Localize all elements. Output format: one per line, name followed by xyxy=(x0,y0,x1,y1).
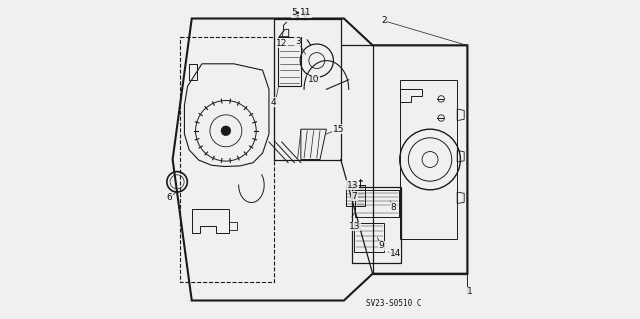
Text: 4: 4 xyxy=(271,98,276,107)
Text: 7: 7 xyxy=(351,192,357,201)
Text: 15: 15 xyxy=(333,125,344,134)
Text: 2: 2 xyxy=(381,16,387,25)
Circle shape xyxy=(221,126,230,136)
Text: SV23-S0510 C: SV23-S0510 C xyxy=(365,299,421,308)
Polygon shape xyxy=(173,19,467,300)
Text: 1: 1 xyxy=(467,287,473,296)
Text: 3: 3 xyxy=(295,37,301,46)
Text: 5: 5 xyxy=(291,8,297,17)
Text: 13: 13 xyxy=(347,181,358,189)
Text: 6: 6 xyxy=(166,193,172,202)
Text: 11: 11 xyxy=(300,8,312,17)
Text: 8: 8 xyxy=(390,203,396,212)
Text: 9: 9 xyxy=(379,241,385,250)
Text: 14: 14 xyxy=(390,249,401,258)
Text: 13: 13 xyxy=(349,222,360,231)
Text: 12: 12 xyxy=(276,39,287,48)
Text: 10: 10 xyxy=(308,75,319,84)
